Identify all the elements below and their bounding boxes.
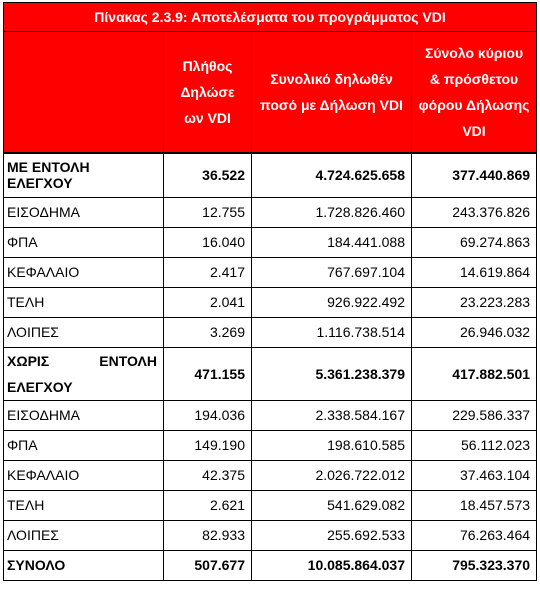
- table-row: ΦΠΑ 149.190 198.610.585 56.112.023: [3, 429, 538, 461]
- table-row: ΦΠΑ 16.040 184.441.088 69.274.863: [3, 226, 538, 258]
- table-row: ΤΕΛΗ 2.621 541.629.082 18.457.573: [3, 489, 538, 521]
- row-amount: 5.361.238.379: [251, 346, 412, 401]
- header-amount: Συνολικό δηλωθέν ποσό με Δήλωση VDI: [251, 31, 412, 154]
- row-count: 507.677: [163, 549, 252, 581]
- row-label-word: ΧΩΡΙΣ: [7, 352, 50, 369]
- row-count: 12.755: [163, 196, 252, 228]
- row-label: ΣΥΝΟΛΟ: [3, 549, 164, 581]
- row-label: ΚΕΦΑΛΑΙΟ: [3, 459, 164, 491]
- row-tax: 14.619.864: [410, 256, 538, 288]
- row-count: 194.036: [163, 399, 252, 431]
- row-tax: 23.223.283: [410, 286, 538, 318]
- row-tax: 26.946.032: [410, 316, 538, 348]
- row-amount: 255.692.533: [251, 519, 412, 551]
- header-empty: [3, 31, 164, 154]
- row-amount: 2.338.584.167: [251, 399, 412, 431]
- row-tax: 377.440.869: [410, 152, 538, 198]
- row-count: 2.041: [163, 286, 252, 318]
- row-amount: 1.728.826.460: [251, 196, 412, 228]
- row-tax: 69.274.863: [410, 226, 538, 258]
- row-tax: 18.457.573: [410, 489, 538, 521]
- row-label-word: ΕΝΤΟΛΗ: [99, 352, 157, 369]
- table-row: ΤΕΛΗ 2.041 926.922.492 23.223.283: [3, 286, 538, 318]
- row-count: 2.417: [163, 256, 252, 288]
- table-row: ΕΙΣΟΔΗΜΑ 194.036 2.338.584.167 229.586.3…: [3, 399, 538, 431]
- row-amount: 10.085.864.037: [251, 549, 412, 581]
- row-label: ΚΕΦΑΛΑΙΟ: [3, 256, 164, 288]
- row-count: 42.375: [163, 459, 252, 491]
- row-amount: 767.697.104: [251, 256, 412, 288]
- row-label: ΤΕΛΗ: [3, 489, 164, 521]
- row-tax: 795.323.370: [410, 549, 538, 581]
- table-title-row: Πίνακας 2.3.9: Αποτελέσματα του προγράμμ…: [2, 2, 538, 32]
- row-tax: 56.112.023: [410, 429, 538, 461]
- row-amount: 198.610.585: [251, 429, 412, 461]
- row-label-line: ΕΛΕΓΧΟΥ: [7, 378, 73, 395]
- row-count: 16.040: [163, 226, 252, 258]
- vdi-results-table: Πίνακας 2.3.9: Αποτελέσματα του προγράμμ…: [2, 2, 538, 581]
- row-label: ΦΠΑ: [3, 226, 164, 258]
- header-count: Πλήθος Δηλώσε ων VDI: [163, 31, 252, 154]
- row-label: ΕΙΣΟΔΗΜΑ: [3, 399, 164, 431]
- row-tax: 229.586.337: [410, 399, 538, 431]
- table-row: ΚΕΦΑΛΑΙΟ 2.417 767.697.104 14.619.864: [3, 256, 538, 288]
- row-label-line: ΧΩΡΙΣ ΕΝΤΟΛΗ: [7, 348, 157, 374]
- header-tax: Σύνολο κύριου & πρόσθετου φόρου Δήλωσης …: [410, 31, 538, 154]
- header-row: Πλήθος Δηλώσε ων VDI Συνολικό δηλωθέν πο…: [3, 31, 538, 154]
- row-amount: 1.116.738.514: [251, 316, 412, 348]
- row-count: 36.522: [163, 152, 252, 198]
- table-row: ΛΟΙΠΕΣ 82.933 255.692.533 76.263.464: [3, 519, 538, 551]
- row-amount: 4.724.625.658: [251, 152, 412, 198]
- table-row: ΕΙΣΟΔΗΜΑ 12.755 1.728.826.460 243.376.82…: [3, 196, 538, 228]
- row-label: ΛΟΙΠΕΣ: [3, 519, 164, 551]
- row-tax: 243.376.826: [410, 196, 538, 228]
- table-row: ΣΥΝΟΛΟ 507.677 10.085.864.037 795.323.37…: [3, 549, 538, 581]
- row-count: 149.190: [163, 429, 252, 461]
- row-count: 2.621: [163, 489, 252, 521]
- row-label: ΤΕΛΗ: [3, 286, 164, 318]
- row-amount: 2.026.722.012: [251, 459, 412, 491]
- table-row: ΧΩΡΙΣ ΕΝΤΟΛΗ ΕΛΕΓΧΟΥ 471.155 5.361.238.3…: [3, 346, 538, 401]
- row-label: ΜΕ ΕΝΤΟΛΗ ΕΛΕΓΧΟΥ: [3, 152, 164, 198]
- row-tax: 76.263.464: [410, 519, 538, 551]
- table-row: ΚΕΦΑΛΑΙΟ 42.375 2.026.722.012 37.463.104: [3, 459, 538, 491]
- row-label: ΧΩΡΙΣ ΕΝΤΟΛΗ ΕΛΕΓΧΟΥ: [3, 346, 164, 401]
- table-row: ΛΟΙΠΕΣ 3.269 1.116.738.514 26.946.032: [3, 316, 538, 348]
- table-title: Πίνακας 2.3.9: Αποτελέσματα του προγράμμ…: [2, 2, 538, 32]
- row-amount: 184.441.088: [251, 226, 412, 258]
- results-table-container: Πίνακας 2.3.9: Αποτελέσματα του προγράμμ…: [2, 2, 538, 581]
- row-label: ΕΙΣΟΔΗΜΑ: [3, 196, 164, 228]
- row-amount: 926.922.492: [251, 286, 412, 318]
- row-tax: 37.463.104: [410, 459, 538, 491]
- row-count: 471.155: [163, 346, 252, 401]
- row-count: 3.269: [163, 316, 252, 348]
- row-label: ΛΟΙΠΕΣ: [3, 316, 164, 348]
- table-row: ΜΕ ΕΝΤΟΛΗ ΕΛΕΓΧΟΥ 36.522 4.724.625.658 3…: [3, 152, 538, 198]
- row-amount: 541.629.082: [251, 489, 412, 521]
- row-tax: 417.882.501: [410, 346, 538, 401]
- row-count: 82.933: [163, 519, 252, 551]
- row-label: ΦΠΑ: [3, 429, 164, 461]
